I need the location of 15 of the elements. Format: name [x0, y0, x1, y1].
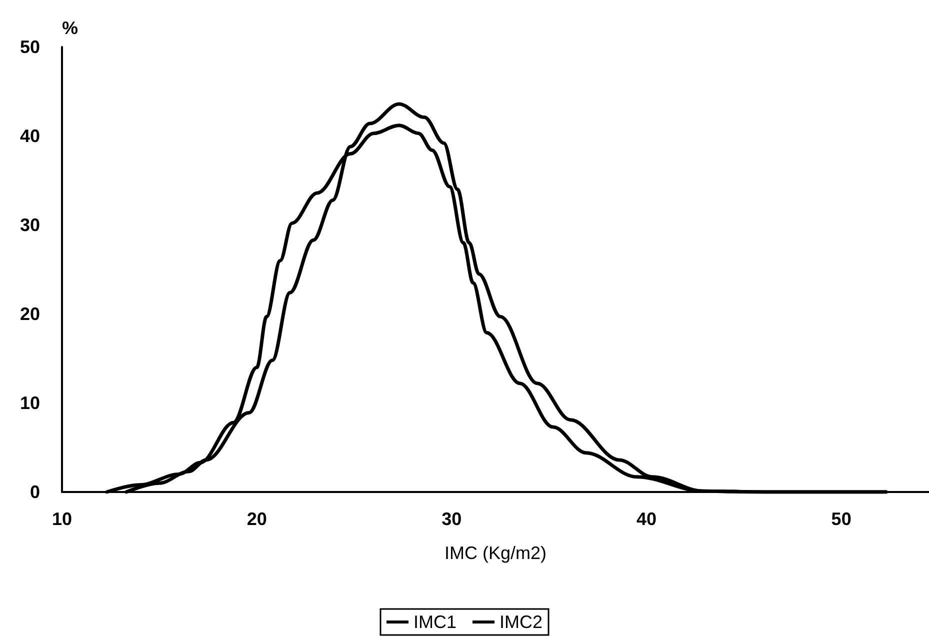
y-tick-label: 40	[20, 126, 40, 146]
x-axis-title: IMC (Kg/m2)	[444, 543, 547, 563]
x-tick-label: 50	[831, 509, 852, 529]
y-tick-label: 10	[20, 393, 40, 413]
y-tick-label: 50	[20, 37, 40, 57]
y-tick-label: 20	[20, 304, 40, 324]
legend-label: IMC2	[500, 612, 543, 632]
y-axis-title: %	[62, 18, 78, 38]
y-tick-label: 0	[30, 482, 40, 502]
x-tick-label: 40	[636, 509, 657, 529]
x-tick-label: 30	[442, 509, 462, 529]
legend-label: IMC1	[413, 612, 457, 632]
x-tick-label: 20	[246, 509, 267, 529]
y-tick-label: 30	[20, 215, 40, 235]
x-tick-label: 10	[52, 509, 72, 529]
